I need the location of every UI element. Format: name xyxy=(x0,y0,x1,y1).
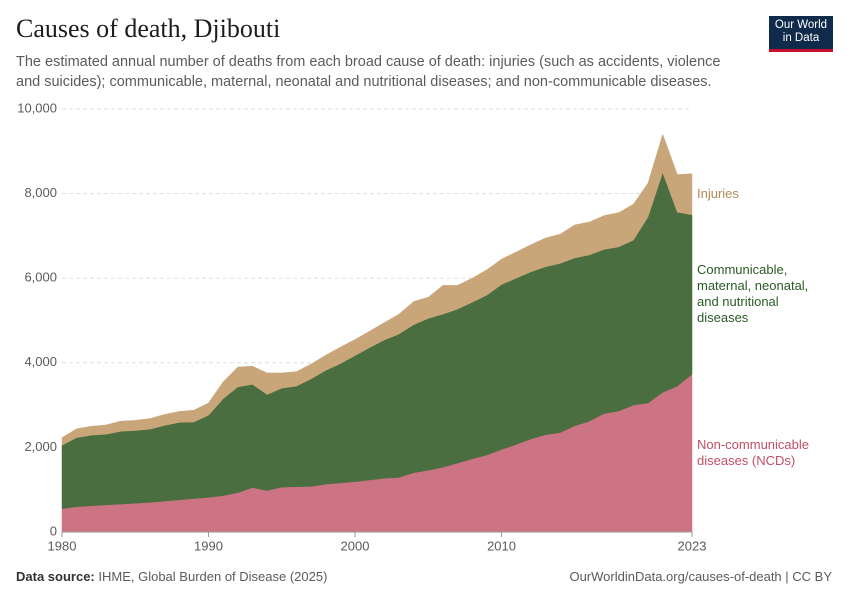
y-tick-label: 2,000 xyxy=(24,439,57,454)
subtitle: The estimated annual number of deaths fr… xyxy=(16,54,721,90)
series-label[interactable]: Injuries xyxy=(697,186,739,202)
logo[interactable]: Our World in Data xyxy=(769,16,833,52)
x-tick-label: 1980 xyxy=(48,538,77,553)
source-label: Data source: xyxy=(16,569,95,584)
x-tick-label: 1990 xyxy=(194,538,223,553)
x-tick-label: 2010 xyxy=(487,538,516,553)
area xyxy=(61,133,693,446)
title: Causes of death, Djibouti xyxy=(16,14,281,43)
x-tick-label: 2000 xyxy=(341,538,370,553)
y-tick-label: 6,000 xyxy=(24,270,57,285)
series-label[interactable]: Non-communicable diseases (NCDs) xyxy=(697,437,809,469)
y-tick-label: 0 xyxy=(50,523,57,538)
x-tick-label: 2023 xyxy=(678,538,707,553)
series-label[interactable]: Communicable, maternal, neonatal, and nu… xyxy=(697,262,809,326)
y-tick-label: 8,000 xyxy=(24,185,57,200)
source: IHME, Global Burden of Disease (2025) xyxy=(98,569,328,584)
y-tick-label: 4,000 xyxy=(24,354,57,369)
url[interactable]: OurWorldinData.org/causes-of-death | CC … xyxy=(569,569,832,584)
y-tick-label: 10,000 xyxy=(17,100,57,115)
source-line: Data source: IHME, Global Burden of Dise… xyxy=(16,569,327,584)
